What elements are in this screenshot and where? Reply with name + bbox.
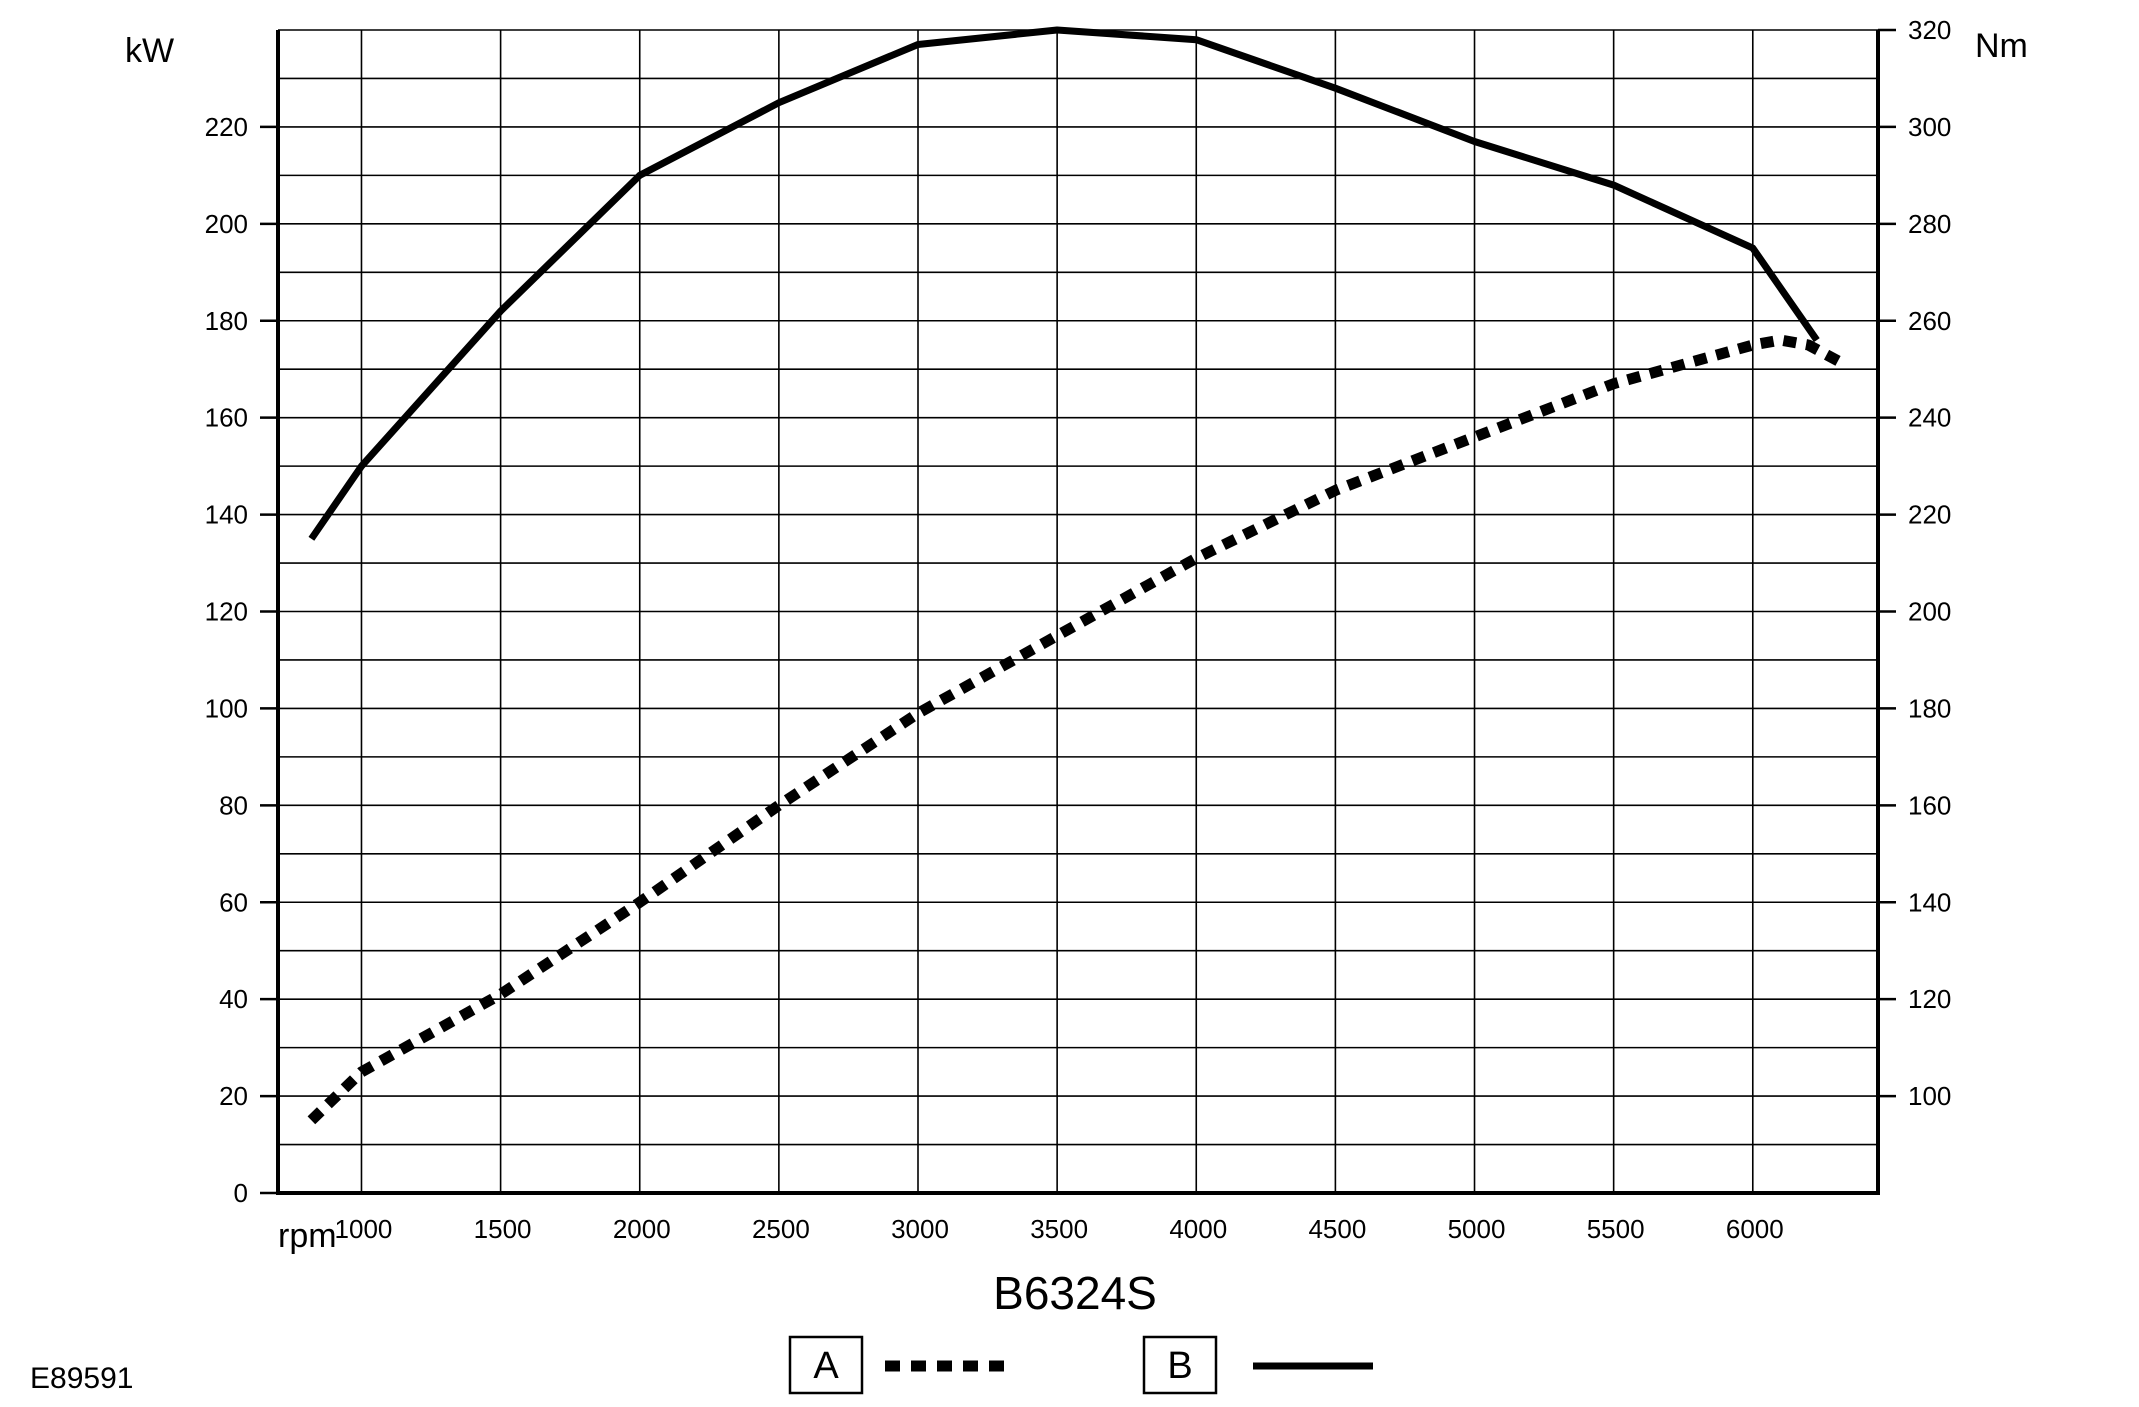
right-tick-label: 320 [1908,15,1951,45]
x-tick-label: 6000 [1726,1214,1784,1244]
series-a-line [307,334,1848,1125]
right-tick-label: 300 [1908,112,1951,142]
right-tick-label: 160 [1908,790,1951,820]
left-axis-unit-label: kW [125,32,174,70]
right-tick-label: 140 [1908,887,1951,917]
x-axis-unit-label: rpm [278,1217,337,1255]
left-tick-label: 40 [219,984,248,1014]
x-tick-label: 5500 [1587,1214,1645,1244]
figure-id: E89591 [30,1362,133,1395]
left-tick-label: 160 [205,403,248,433]
left-tick-label: 20 [219,1081,248,1111]
left-tick-label: 140 [205,500,248,530]
right-tick-label: 240 [1908,403,1951,433]
x-tick-label: 3000 [891,1214,949,1244]
x-tick-label: 2000 [613,1214,671,1244]
grid [278,29,1878,1193]
left-tick-label: 200 [205,209,248,239]
left-tick-label: 100 [205,693,248,723]
legend-box-b [1142,1335,1218,1395]
left-tick-label: 120 [205,597,248,627]
legend-label-a: A [813,1345,839,1387]
x-tick-label: 4500 [1308,1214,1366,1244]
right-tick-label: 120 [1908,984,1951,1014]
right-axis-unit-label: Nm [1975,27,2028,65]
right-tick-label: 220 [1908,500,1951,530]
x-tick-label: 1500 [474,1214,532,1244]
axes [260,28,1896,1195]
tick-labels: 0 20 40 60 80 100 120 140 160 180 200 220 100 120 140 1… [205,15,1952,1244]
right-tick-label: 200 [1908,597,1951,627]
legend-label-b: B [1167,1345,1192,1387]
x-tick-label: 2500 [752,1214,810,1244]
right-tick-label: 260 [1908,306,1951,336]
chart-title: B6324S [993,1267,1157,1319]
left-tick-label: 0 [234,1178,248,1208]
left-tick-label: 80 [219,790,248,820]
right-tick-label: 100 [1908,1081,1951,1111]
x-tick-label: 5000 [1448,1214,1506,1244]
x-tick-label: 4000 [1169,1214,1227,1244]
right-tick-label: 280 [1908,209,1951,239]
left-tick-label: 180 [205,306,248,336]
series-b-line [308,26,1820,541]
series-lines [307,26,1848,1125]
right-tick-label: 180 [1908,693,1951,723]
left-tick-label: 60 [219,887,248,917]
left-tick-label: 220 [205,112,248,142]
x-tick-label: 3500 [1030,1214,1088,1244]
x-tick-label: 1000 [335,1214,393,1244]
legend-box-a [788,1335,864,1395]
